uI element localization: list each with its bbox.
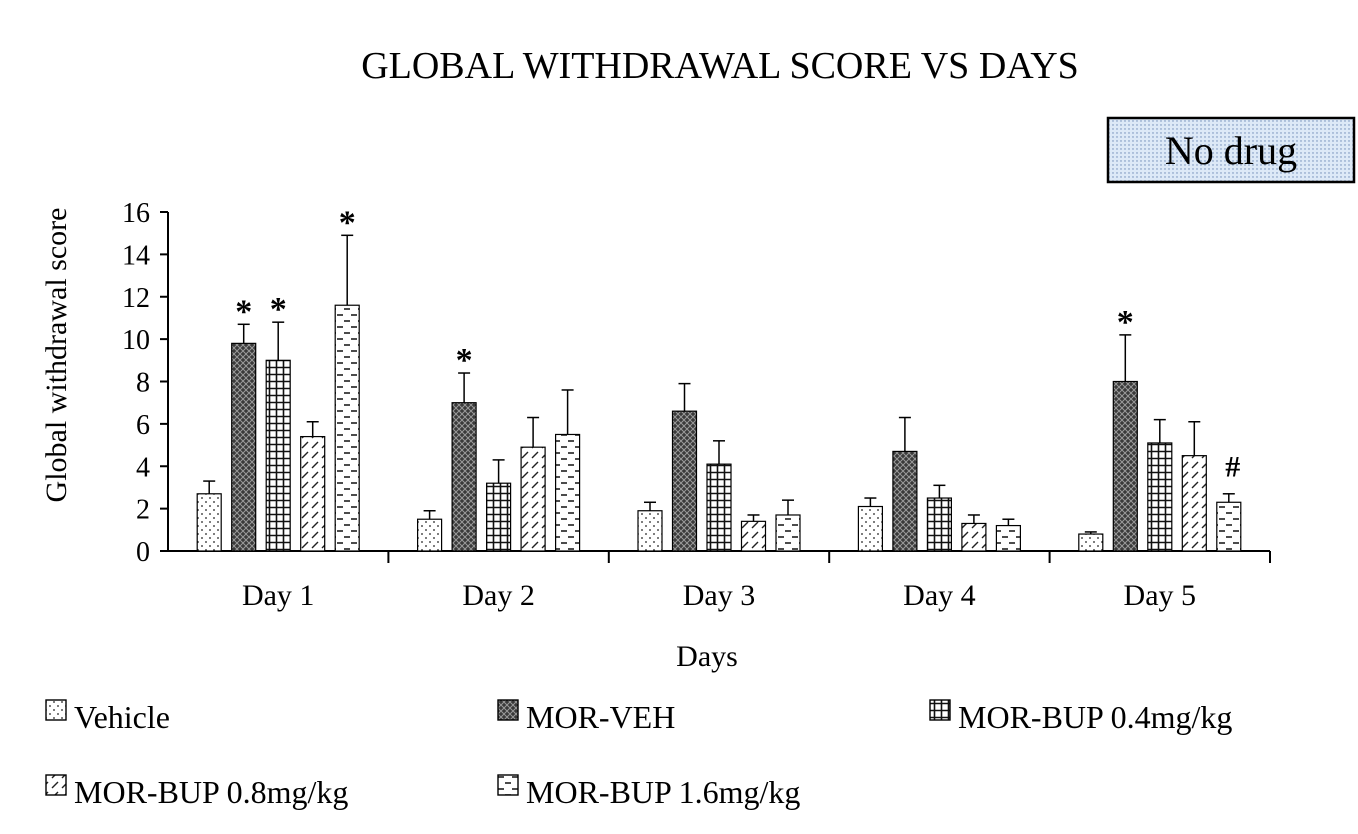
y-tick-label: 12	[122, 283, 150, 314]
bar	[334, 304, 360, 552]
y-tick-label: 0	[136, 537, 150, 568]
bar	[554, 433, 581, 552]
bar	[740, 520, 767, 552]
bar	[1078, 533, 1104, 552]
significance-marker: *	[1117, 304, 1134, 341]
legend-label: MOR-BUP 0.4mg/kg	[958, 699, 1232, 735]
bar	[1147, 442, 1173, 552]
bar	[637, 510, 663, 552]
significance-marker: *	[270, 291, 287, 328]
bar	[1216, 501, 1242, 552]
bar	[857, 505, 884, 552]
bar	[892, 450, 918, 552]
bar	[265, 359, 291, 552]
bar	[1112, 380, 1138, 552]
bar-series: * * * * * #	[196, 204, 1242, 552]
legend-label: MOR-VEH	[526, 699, 675, 735]
x-tick-label: Day 4	[903, 579, 975, 612]
bar	[520, 446, 546, 552]
legend-swatch	[45, 774, 67, 796]
bar	[775, 514, 801, 552]
condition-label: No drug	[1165, 128, 1297, 173]
bar	[995, 524, 1022, 552]
significance-marker: *	[235, 293, 252, 330]
bar	[706, 463, 732, 552]
significance-marker: *	[339, 204, 356, 241]
x-axis-label: Days	[676, 640, 738, 673]
y-axis-label: Global withdrawal score	[40, 208, 73, 503]
significance-marker: *	[456, 342, 473, 379]
condition-label-box: No drug	[1106, 116, 1356, 184]
bar	[231, 342, 257, 552]
y-tick-label: 16	[122, 198, 150, 229]
bar	[961, 522, 987, 552]
x-tick-label: Day 3	[683, 579, 755, 612]
x-tick-label: Day 5	[1124, 579, 1196, 612]
legend-swatch	[497, 774, 519, 796]
bar	[300, 435, 326, 552]
legend-label: MOR-BUP 1.6mg/kg	[526, 774, 800, 810]
hash-significance-marker: #	[1225, 450, 1240, 483]
bar	[1181, 455, 1207, 552]
bar	[451, 402, 477, 552]
legend-label: Vehicle	[74, 699, 170, 735]
y-tick-label: 8	[136, 368, 150, 399]
chart-title: GLOBAL WITHDRAWAL SCORE VS DAYS	[361, 45, 1079, 87]
legend: Vehicle MOR-VEH MOR-BUP 0.4mg/kg MOR-BUP 0.…	[45, 699, 1232, 810]
y-tick-label: 14	[122, 240, 150, 271]
legend-label: MOR-BUP 0.8mg/kg	[74, 774, 348, 810]
legend-swatch	[45, 699, 67, 721]
bar	[417, 518, 443, 552]
bar	[486, 482, 512, 552]
legend-swatch	[497, 699, 519, 721]
bar	[196, 493, 222, 552]
x-tick-label: Day 1	[242, 579, 314, 612]
y-tick-label: 6	[136, 410, 150, 441]
y-tick-label: 2	[136, 495, 150, 526]
bar	[926, 497, 953, 552]
legend-swatch	[929, 699, 951, 721]
bar	[671, 410, 698, 552]
y-tick-label: 4	[136, 452, 150, 483]
x-tick-label: Day 2	[462, 579, 534, 612]
y-tick-label: 10	[122, 325, 150, 356]
